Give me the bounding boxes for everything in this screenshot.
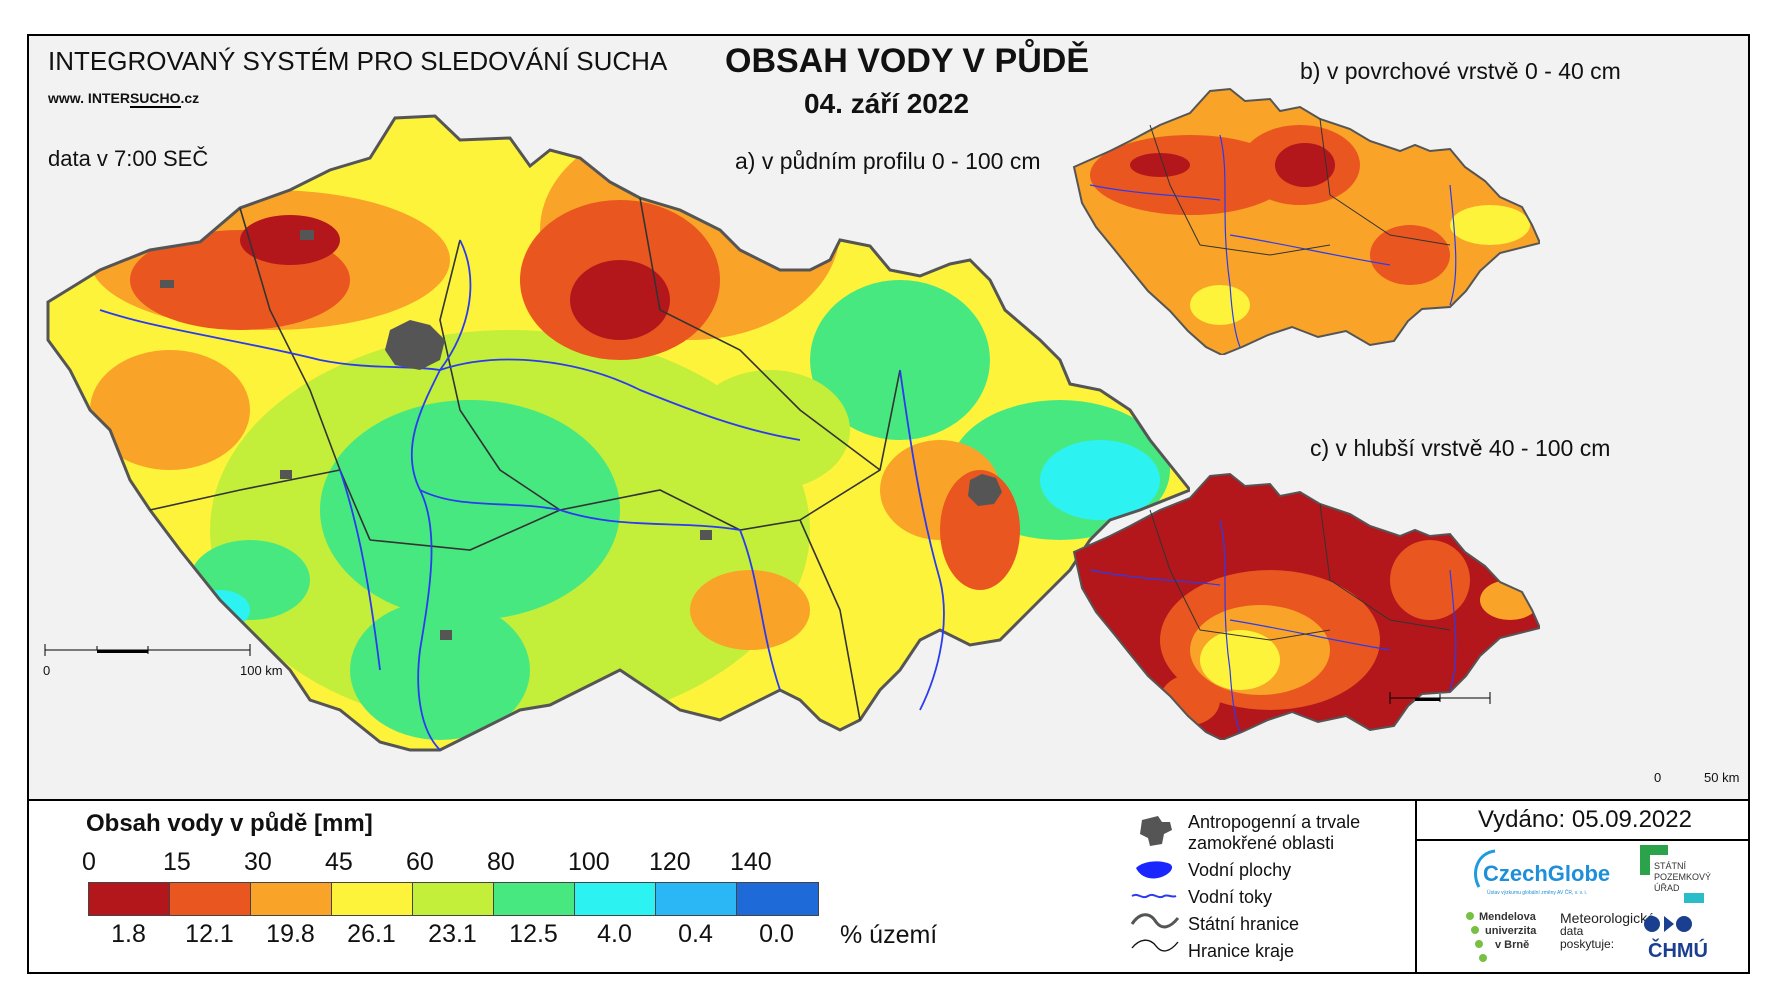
issued-date: Vydáno: 05.09.2022 [1478,806,1692,833]
map-b-label: b) v povrchové vrstvě 0 - 40 cm [1300,58,1621,84]
legend-percent: 26.1 [347,920,396,948]
legend-water-bodies: Vodní plochy [1188,860,1292,880]
legend-color-cell [251,883,332,915]
water-body-icon [1136,861,1173,879]
legend-tick: 15 [163,848,191,876]
legend-percent: 19.8 [266,920,315,948]
legend-percent: 1.8 [111,920,146,948]
river-icon [1131,893,1177,899]
scale-main-end: 100 km [240,663,283,678]
legend-urban: Antropogenní a trvale zamokřené oblasti [1188,812,1361,853]
website-url[interactable]: www. INTERSUCHO.cz [48,90,200,108]
map-c [1072,472,1540,740]
legend-color-bar [88,882,819,916]
legend-color-cell [494,883,575,915]
data-time: data v 7:00 SEČ [48,146,209,171]
legend-tick: 80 [487,848,515,876]
chmu-logo: ČHMÚ [1642,910,1722,968]
czechglobe-logo: CzechGlobe Ústav výzkumu globální změny … [1465,845,1625,905]
issued-divider [1415,839,1750,841]
main-title: OBSAH VODY V PŮDĚ [725,42,1090,80]
legend-tick: 30 [244,848,272,876]
legend-color-cell [737,883,818,915]
legend-percent: 0.0 [759,920,794,948]
map-b [1072,87,1540,355]
percent-label: % území [840,921,938,949]
scale-main-zero: 0 [43,663,51,678]
scale-small-zero: 0 [1654,770,1662,785]
state-border-icon [1130,913,1180,929]
legend-tick: 120 [649,848,691,876]
spu-logo: STÁTNÍ POZEMKOVÝ ÚŘAD [1640,845,1740,905]
legend-tick: 45 [325,848,353,876]
scale-small-end: 50 km [1704,770,1740,785]
legend-divider [27,799,1750,801]
region-border-icon [1131,939,1179,952]
legend-percent: 12.5 [509,920,558,948]
map-a-label: a) v půdním profilu 0 - 100 cm [735,148,1041,174]
logo-divider [1415,799,1417,974]
legend-color-cell [656,883,737,915]
legend-percent: 12.1 [185,920,234,948]
scale-bar-main [44,644,251,656]
legend-color-cell [413,883,494,915]
map-date: 04. září 2022 [804,88,970,119]
legend-state-border: Státní hranice [1188,914,1300,934]
legend-color-cell [89,883,170,915]
symbol-legend-icons [1130,816,1180,952]
legend-percent: 23.1 [428,920,477,948]
meteo-data-label: Meteorologická data poskytuje: [1560,910,1655,951]
legend-color-cell [575,883,656,915]
system-title: INTEGROVANÝ SYSTÉM PRO SLEDOVÁNÍ SUCHA [48,46,668,76]
legend-tick: 100 [568,848,610,876]
scale-bar-small [1389,692,1491,704]
legend-title: Obsah vody v půdě [mm] [86,810,373,837]
mendel-logo: Mendelova univerzita v Brně [1465,910,1555,968]
legend-region-border: Hranice kraje [1188,941,1295,961]
legend-color-cell [332,883,413,915]
urban-area-icon [1140,816,1172,846]
legend-tick: 0 [82,848,96,876]
legend-rivers: Vodní toky [1188,887,1273,907]
legend-tick: 140 [730,848,772,876]
map-c-label: c) v hlubší vrstvě 40 - 100 cm [1310,435,1611,461]
main-map-a [44,114,1190,752]
legend-tick: 60 [406,848,434,876]
legend-percent: 4.0 [597,920,632,948]
legend-color-cell [170,883,251,915]
legend-percent: 0.4 [678,920,713,948]
